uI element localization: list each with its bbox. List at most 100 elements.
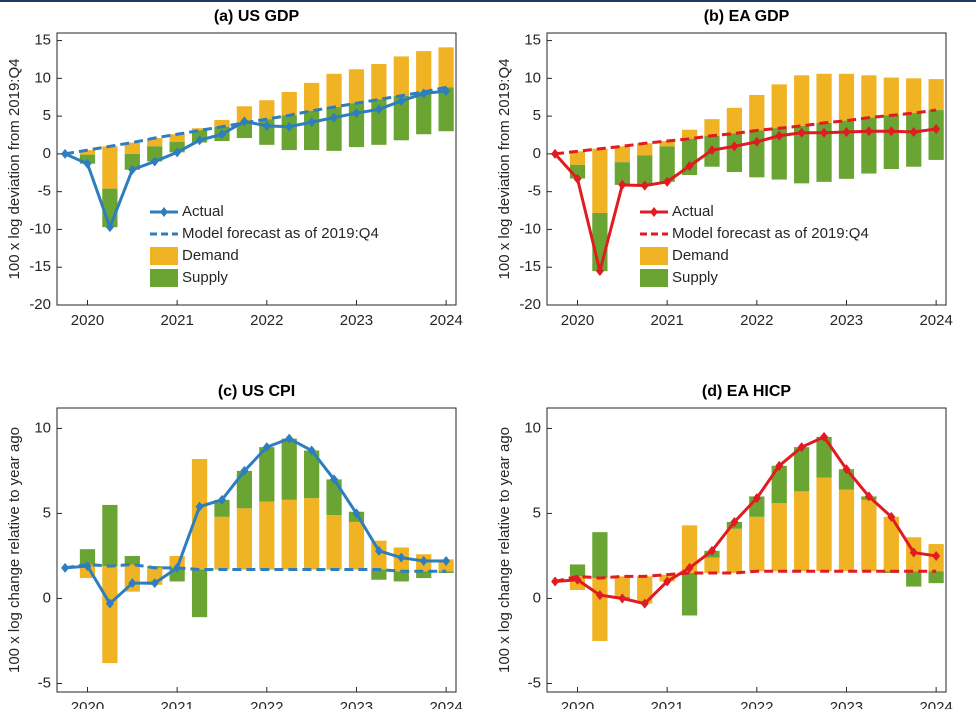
legend-label: Actual xyxy=(672,203,714,220)
point-marker xyxy=(932,123,941,134)
bar-segment xyxy=(304,82,320,111)
x-tick-label: 2024 xyxy=(429,312,462,329)
y-tick-label: -10 xyxy=(29,220,51,237)
point-marker xyxy=(217,494,226,505)
bar-segment xyxy=(726,107,743,134)
x-tick-label: 2021 xyxy=(160,312,193,329)
bar-segment xyxy=(614,576,630,597)
point-marker xyxy=(730,141,739,152)
point-marker xyxy=(105,222,114,233)
plot-frame xyxy=(56,32,457,306)
point-marker xyxy=(730,516,739,527)
legend-label: Model forecast as of 2019:Q4 xyxy=(182,225,379,242)
y-tick-label: -5 xyxy=(528,674,541,691)
y-tick-label: 0 xyxy=(533,145,541,162)
x-tick-label: 2024 xyxy=(429,699,462,709)
bar-segment xyxy=(304,110,320,151)
bar-segment xyxy=(236,508,253,570)
bar-segment xyxy=(191,459,208,570)
bar-segment xyxy=(749,94,765,131)
bar-segment xyxy=(681,525,698,573)
bar-segment xyxy=(326,479,342,516)
bar-segment xyxy=(749,516,765,572)
bar-segment xyxy=(259,447,275,502)
bar-segment xyxy=(191,128,208,131)
y-axis-label: 100 x log change relative to year ago xyxy=(6,427,23,673)
y-tick-label: -15 xyxy=(29,258,51,275)
forecast-line xyxy=(554,569,937,583)
point-marker xyxy=(83,158,92,169)
x-tick-label: 2023 xyxy=(340,699,373,709)
x-tick-label: 2024 xyxy=(919,699,952,709)
point-marker xyxy=(573,173,582,184)
bar-segment xyxy=(281,115,297,151)
bar-segment xyxy=(416,571,432,579)
actual-line xyxy=(64,89,447,232)
bar-segment xyxy=(883,77,899,116)
point-marker xyxy=(640,598,649,609)
bar-segment xyxy=(794,447,810,492)
bar-segment xyxy=(214,516,230,570)
bar-segment xyxy=(393,95,409,141)
point-marker xyxy=(330,112,339,123)
plot-frame xyxy=(56,407,457,693)
y-tick-label: -20 xyxy=(519,296,541,313)
point-marker xyxy=(752,136,761,147)
bar-segment xyxy=(906,113,922,167)
point-marker xyxy=(285,433,294,444)
bar-segment xyxy=(861,117,877,174)
bar-segment xyxy=(214,119,230,127)
bar-segment xyxy=(637,143,653,156)
x-tick-label: 2022 xyxy=(740,312,773,329)
point-marker xyxy=(352,108,361,119)
y-tick-label: 10 xyxy=(34,69,51,86)
point-marker xyxy=(663,576,672,587)
x-tick-label: 2020 xyxy=(561,312,594,329)
point-marker xyxy=(752,493,761,504)
y-tick-label: -10 xyxy=(519,220,541,237)
point-marker xyxy=(909,126,918,137)
chart-title: (c) US CPI xyxy=(218,383,295,400)
forecast-line xyxy=(64,85,447,156)
bar-segment xyxy=(236,122,253,139)
plot-frame xyxy=(546,32,947,306)
bar-segment xyxy=(771,465,787,504)
y-tick-label: 10 xyxy=(524,419,541,436)
bar-segment xyxy=(906,571,922,587)
legend-swatch xyxy=(150,247,178,265)
forecast-line xyxy=(64,562,447,573)
point-marker xyxy=(797,442,806,453)
y-tick-label: 0 xyxy=(43,145,51,162)
x-tick-label: 2021 xyxy=(650,699,683,709)
y-tick-label: 0 xyxy=(533,589,541,606)
bar-segment xyxy=(771,503,787,572)
point-marker xyxy=(932,550,941,561)
header-rule xyxy=(0,0,976,2)
bar-segment xyxy=(861,499,877,572)
point-marker xyxy=(128,578,137,589)
bar-segment xyxy=(771,84,787,129)
legend-swatch xyxy=(640,269,668,287)
point-marker xyxy=(820,431,829,442)
point-marker xyxy=(240,465,249,476)
point-marker xyxy=(618,179,627,190)
bar-segment xyxy=(416,51,432,92)
x-tick-label: 2023 xyxy=(340,312,373,329)
bar-segment xyxy=(348,521,365,570)
point-marker xyxy=(150,578,159,589)
legend-label: Demand xyxy=(182,247,239,264)
point-marker xyxy=(640,180,649,191)
bar-segment xyxy=(236,106,253,123)
point-marker xyxy=(685,160,694,171)
bar-segment xyxy=(438,47,454,88)
bar-segment xyxy=(169,555,185,568)
point-marker xyxy=(374,104,383,115)
point-marker xyxy=(707,545,716,556)
y-tick-label: 5 xyxy=(533,504,541,521)
bar-segment xyxy=(816,436,832,478)
bar-segment xyxy=(147,138,163,147)
point-marker xyxy=(195,135,204,146)
legend-label: Actual xyxy=(182,203,224,220)
point-marker xyxy=(797,127,806,138)
y-tick-label: -5 xyxy=(528,183,541,200)
